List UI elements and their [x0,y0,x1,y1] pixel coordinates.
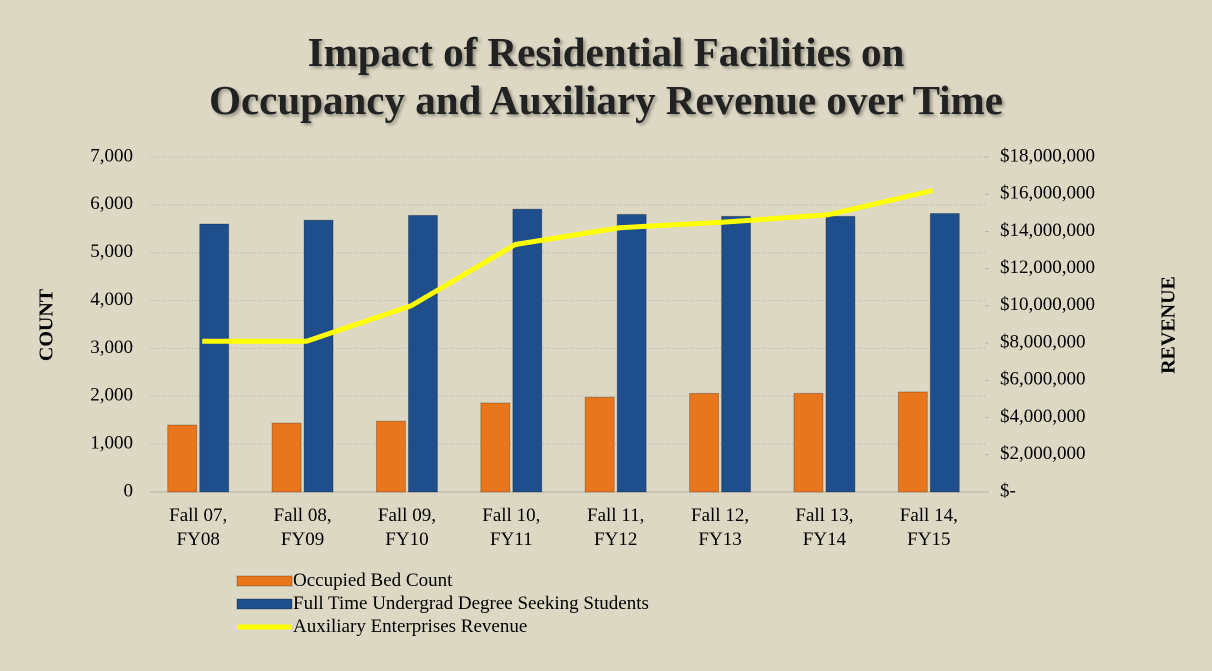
legend-label: Auxiliary Enterprises Revenue [293,616,528,637]
x-tick-label: Fall 08, FY09 [273,505,332,550]
bar [407,214,438,493]
y-tick-label: 1,000 [90,433,133,454]
x-tick-label: Fall 11, FY12 [587,505,645,550]
y-tick-label: 0 [124,480,134,501]
y2-tick-label: $8,000,000 [1000,331,1086,352]
bar [199,223,230,493]
x-tick-label: Fall 07, FY08 [169,505,228,550]
x-tick-label: Fall 14, FY15 [899,505,958,550]
legend-label: Full Time Undergrad Degree Seeking Stude… [293,593,649,614]
x-tick-label: Fall 12, FY13 [691,505,750,550]
y2-tick-label: $6,000,000 [1000,369,1086,390]
chart-title: Occupancy and Auxiliary Revenue over Tim… [209,77,1003,123]
x-tick-label: Fall 10, FY11 [482,505,541,550]
bar [929,212,960,493]
x-tick-label: Fall 09, FY10 [377,505,436,550]
bar [584,396,615,493]
bar [271,422,302,493]
bar [616,213,647,493]
y-tick-label: 6,000 [90,193,133,214]
y2-tick-label: $4,000,000 [1000,406,1086,427]
bar [167,424,198,493]
y2-tick-label: $18,000,000 [1000,145,1095,166]
bar [825,215,856,493]
y-tick-label: 5,000 [90,241,133,262]
y-tick-label: 3,000 [90,337,133,358]
y2-tick-label: $2,000,000 [1000,443,1086,464]
legend-swatch [236,575,293,587]
bar [689,392,720,493]
y2-tick-label: $10,000,000 [1000,294,1095,315]
y-tick-label: 2,000 [90,385,133,406]
line [202,188,934,344]
legend-label: Occupied Bed Count [293,570,453,591]
y-axis-title: COUNT [36,288,58,361]
bar [375,420,406,493]
y-tick-label: 4,000 [90,289,133,310]
bar [897,391,928,493]
bar [303,219,334,493]
bar [512,208,543,493]
bar [480,402,511,493]
y-tick-label: 7,000 [90,145,133,166]
y2-tick-label: $- [1000,480,1016,501]
y2-tick-label: $16,000,000 [1000,183,1095,204]
chart-title: Impact of Residential Facilities on [307,29,905,75]
bar [793,392,824,493]
y2-axis-title: REVENUE [1158,276,1180,374]
legend-swatch [236,598,293,610]
y2-tick-label: $12,000,000 [1000,257,1095,278]
x-tick-label: Fall 13, FY14 [795,505,854,550]
bar [721,215,752,493]
y2-tick-label: $14,000,000 [1000,220,1095,241]
